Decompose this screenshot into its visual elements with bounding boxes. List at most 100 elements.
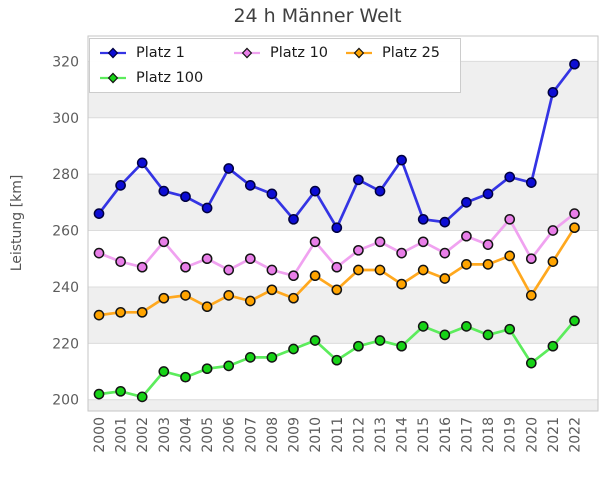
data-point [374, 185, 386, 197]
data-point [461, 259, 472, 270]
data-point [93, 388, 105, 400]
data-point [180, 191, 191, 203]
x-tick-label: 2016 [438, 417, 454, 453]
x-tick-label: 2020 [524, 417, 540, 453]
data-point [115, 180, 126, 191]
data-point [288, 270, 299, 282]
data-point [223, 360, 235, 372]
y-tick-label: 320 [52, 54, 79, 70]
data-point [288, 343, 299, 355]
legend-label: Platz 1 [136, 44, 185, 61]
data-point [136, 157, 148, 169]
data-point [309, 185, 321, 197]
data-point [396, 247, 407, 259]
x-tick-label: 2011 [330, 417, 346, 453]
y-tick-label: 200 [52, 393, 79, 409]
legend-item-platz-10: Platz 10 [232, 45, 344, 61]
data-point [115, 306, 126, 318]
data-point [93, 247, 105, 259]
data-point [223, 163, 235, 174]
data-point [158, 236, 170, 248]
data-point [396, 340, 407, 352]
data-point [223, 264, 235, 276]
data-point [547, 340, 559, 352]
legend-item-platz-25: Platz 25 [344, 45, 452, 61]
data-point [547, 256, 559, 267]
x-tick-label: 2012 [351, 417, 367, 453]
x-tick-label: 2000 [92, 417, 108, 453]
x-tick-label: 2002 [135, 417, 151, 453]
y-tick-label: 220 [52, 336, 79, 352]
data-point [482, 329, 494, 341]
data-point [417, 321, 429, 332]
data-point [331, 222, 343, 234]
legend-item-platz-1: Platz 1 [98, 45, 232, 61]
band [88, 174, 598, 231]
data-point [482, 188, 494, 200]
data-point [374, 264, 386, 276]
data-point [374, 236, 386, 248]
x-tick-label: 2015 [416, 417, 432, 453]
x-tick-label: 2008 [265, 417, 281, 453]
x-tick-label: 2010 [308, 417, 324, 453]
data-point [331, 354, 343, 366]
data-point [244, 180, 256, 191]
x-tick-label: 2018 [481, 417, 497, 453]
x-tick-label: 2019 [503, 417, 519, 453]
data-point [136, 306, 148, 318]
x-tick-label: 2003 [157, 417, 173, 453]
data-point [331, 284, 343, 296]
data-point [482, 239, 494, 250]
x-tick-label: 2009 [287, 417, 303, 453]
data-point [525, 177, 537, 188]
data-point [482, 259, 494, 270]
data-point [525, 253, 537, 265]
x-tick-label: 2014 [395, 417, 411, 453]
data-point [158, 292, 170, 304]
legend-marker-icon [234, 47, 260, 58]
y-tick-label: 240 [52, 280, 79, 296]
data-point [461, 321, 472, 332]
data-point [93, 309, 105, 321]
data-point [461, 197, 472, 208]
data-point [115, 256, 126, 267]
data-point [136, 391, 148, 403]
data-point [504, 171, 516, 183]
data-point [201, 202, 213, 214]
x-tick-label: 2013 [373, 417, 389, 453]
data-point [93, 208, 105, 219]
data-point [374, 335, 386, 346]
data-point [461, 230, 472, 242]
data-point [525, 290, 537, 301]
data-point [288, 292, 299, 304]
data-point [158, 366, 170, 377]
plot-border [87, 35, 599, 412]
data-point [439, 273, 451, 284]
data-point [417, 236, 429, 248]
data-point [547, 225, 559, 236]
data-point [569, 222, 580, 234]
legend: Platz 1 Platz 10 Platz 25 Platz 100 [89, 38, 461, 93]
data-point [439, 329, 451, 341]
data-point [266, 352, 278, 363]
legend-label: Platz 100 [136, 69, 204, 86]
x-tick-label: 2005 [200, 417, 216, 453]
legend-marker-icon [346, 47, 372, 58]
y-tick-label: 260 [52, 224, 79, 240]
band [88, 399, 598, 411]
data-point [396, 278, 407, 290]
data-point [309, 335, 321, 346]
data-point [201, 253, 213, 265]
legend-marker-icon [100, 47, 126, 58]
data-point [266, 264, 278, 276]
data-point [223, 290, 235, 301]
x-tick-label: 2021 [546, 417, 562, 453]
legend-item-platz-100: Platz 100 [98, 70, 232, 86]
x-tick-label: 2007 [243, 417, 259, 453]
data-point [201, 301, 213, 313]
data-point [244, 253, 256, 265]
data-point [180, 261, 191, 273]
data-point [547, 87, 559, 98]
